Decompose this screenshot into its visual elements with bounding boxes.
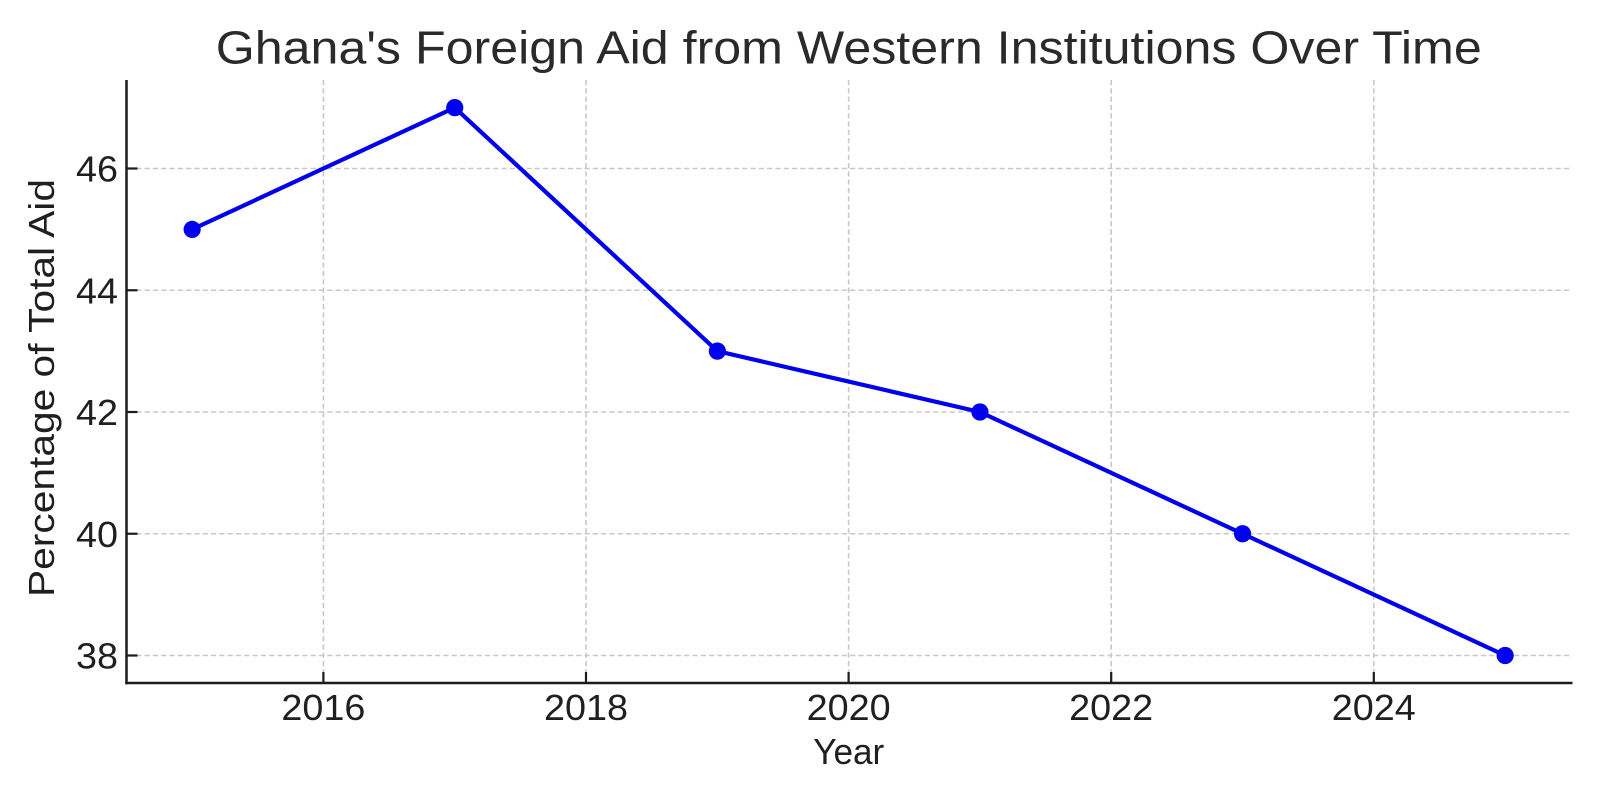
svg-text:2024: 2024 [1332, 687, 1416, 728]
svg-text:2022: 2022 [1069, 687, 1153, 728]
svg-text:2016: 2016 [281, 687, 365, 728]
svg-text:Ghana's Foreign Aid from Weste: Ghana's Foreign Aid from Western Institu… [216, 22, 1482, 74]
svg-text:2020: 2020 [807, 687, 891, 728]
svg-text:38: 38 [76, 636, 118, 677]
svg-text:Percentage of Total Aid: Percentage of Total Aid [21, 179, 62, 597]
svg-text:2018: 2018 [544, 687, 628, 728]
svg-text:42: 42 [76, 392, 118, 433]
svg-text:46: 46 [76, 149, 118, 190]
svg-text:44: 44 [76, 270, 118, 311]
svg-text:Year: Year [813, 731, 884, 772]
svg-text:40: 40 [76, 514, 118, 555]
